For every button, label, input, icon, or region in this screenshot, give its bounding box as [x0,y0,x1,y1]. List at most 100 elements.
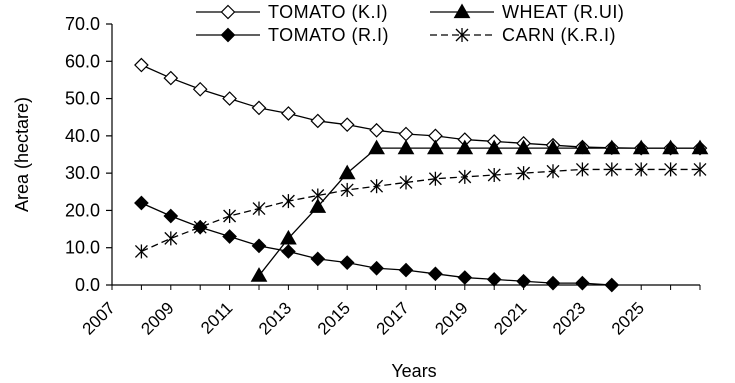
series-line-3 [141,168,700,253]
x-tick-label: 2009 [137,298,177,338]
data-point-2 [545,275,561,291]
data-point-3 [281,194,295,209]
data-point-0 [192,81,208,97]
x-tick-label: 2013 [255,298,295,338]
data-point-2 [163,208,179,224]
data-point-2 [428,266,443,282]
data-point-3 [223,209,237,224]
data-point-1 [485,139,503,155]
x-tick-label: 2021 [490,298,530,338]
data-point-2 [604,277,620,293]
data-point-1 [456,139,474,155]
data-point-3 [311,188,325,203]
series-line-1 [258,147,700,277]
legend-label: WHEAT (R.UI) [502,2,624,22]
data-point-1 [691,139,709,155]
legend-label: CARN (K.R.I) [502,25,616,45]
data-point-1 [338,164,356,180]
data-point-3 [693,162,707,177]
legend-item: TOMATO (R.I) [196,25,389,45]
data-point-3 [399,175,413,190]
data-point-3 [340,182,354,197]
data-point-1 [544,139,562,155]
data-point-3 [487,168,501,183]
data-point-3 [458,169,472,184]
x-tick-label: 2015 [314,298,354,338]
y-tick-label: 60.0 [65,51,100,71]
data-point-1 [632,139,650,155]
data-point-0 [339,117,355,133]
data-point-2 [134,195,149,211]
data-point-0 [369,122,384,138]
legend: TOMATO (K.I) WHEAT (R.UI) TOMATO (R.I) CARN… [196,2,624,45]
data-point-2 [369,260,384,276]
legend-item: CARN (K.R.I) [430,25,616,45]
data-point-1 [250,267,268,282]
y-tick-label: 0.0 [75,275,100,295]
legend-item: WHEAT (R.UI) [430,2,624,22]
data-point-3 [428,171,442,186]
data-point-2 [457,270,473,285]
data-point-2 [222,229,237,244]
y-tick-label: 70.0 [65,14,100,34]
x-tick-label: 2007 [79,298,119,338]
data-point-1 [397,139,415,155]
data-point-0 [281,106,296,121]
data-point-3 [575,162,589,177]
data-point-0 [398,126,414,142]
data-point-1 [427,139,444,155]
data-point-3 [546,164,560,179]
y-tick-label: 30.0 [65,163,100,183]
data-point-3 [164,231,178,246]
legend-label: TOMATO (K.I) [268,2,388,22]
y-tick-label: 40.0 [65,126,100,146]
series-line-0 [141,64,700,149]
data-point-2 [310,251,326,267]
data-point-1 [515,139,532,155]
y-tick-label: 10.0 [65,238,100,258]
legend-marker [220,4,236,20]
data-point-1 [662,139,679,155]
x-axis-label: Years [391,361,436,381]
series-markers [134,57,709,293]
data-point-3 [134,244,148,259]
data-point-0 [310,113,326,129]
data-point-1 [280,229,297,245]
data-point-2 [251,238,267,254]
legend-marker [453,3,471,19]
y-ticks: 0.0 10.0 20.0 30.0 40.0 50.0 60.0 70.0 [65,14,112,295]
x-ticks: 2007 2009 2011 2013 2015 2017 2019 2021 2023 2025 [79,285,701,339]
data-point-0 [251,100,267,116]
data-point-2 [486,272,502,287]
legend-item: TOMATO (K.I) [196,2,388,22]
x-tick-label: 2023 [549,298,589,338]
legend-label: TOMATO (R.I) [268,25,389,45]
y-axis-label: Area (hectare) [12,97,32,212]
data-point-1 [603,139,621,155]
x-tick-label: 2025 [608,298,648,338]
data-point-1 [309,198,327,213]
data-point-3 [252,201,266,216]
data-point-3 [605,162,619,177]
data-point-2 [575,275,590,291]
data-point-3 [517,166,531,181]
data-point-0 [222,91,237,106]
data-point-2 [398,262,414,278]
legend-marker [455,28,469,42]
data-point-3 [193,220,207,235]
y-tick-label: 20.0 [65,200,100,220]
data-point-3 [370,179,384,194]
data-point-0 [163,70,179,86]
x-tick-label: 2017 [373,298,413,338]
data-point-2 [516,273,531,289]
data-point-0 [134,57,149,73]
x-tick-label: 2019 [431,298,471,338]
data-point-1 [574,139,591,155]
y-tick-label: 50.0 [65,89,100,109]
data-point-1 [368,139,385,155]
legend-marker [220,27,236,43]
data-point-3 [664,162,678,177]
x-tick-label: 2011 [197,298,236,337]
data-point-3 [634,162,648,177]
data-point-2 [281,244,296,259]
